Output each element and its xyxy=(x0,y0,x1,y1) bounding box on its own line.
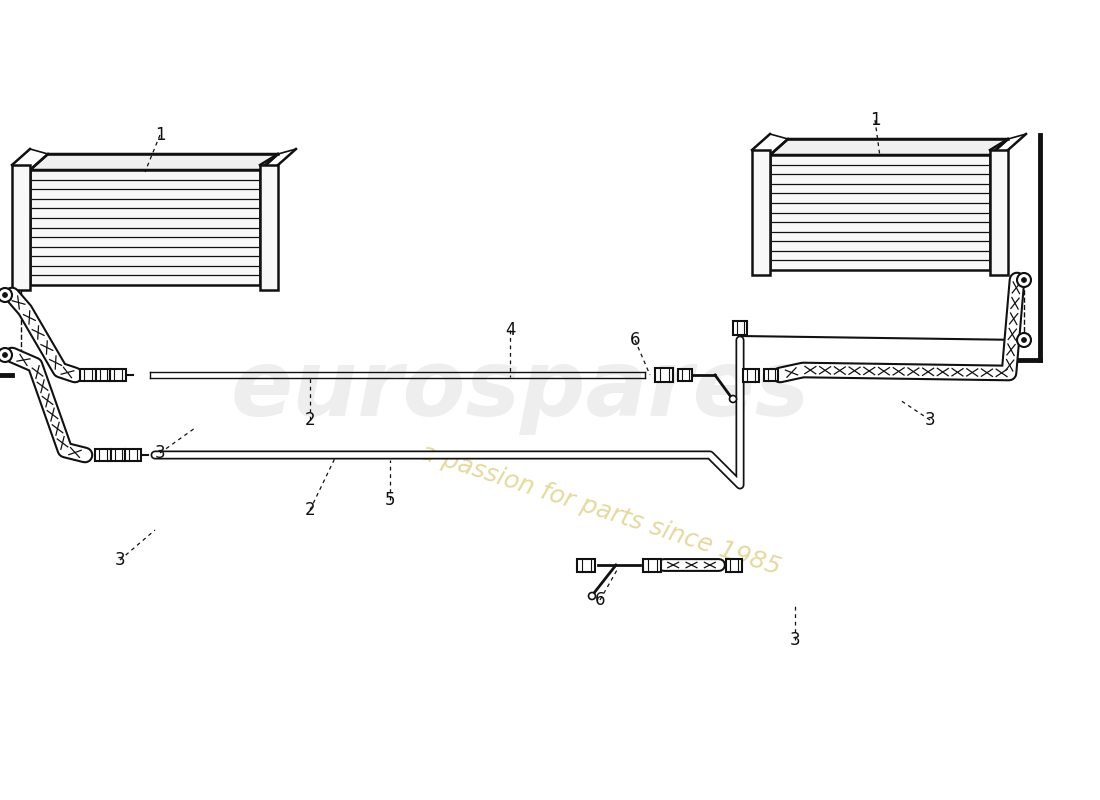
Text: 3: 3 xyxy=(790,631,801,649)
Bar xyxy=(30,170,260,285)
Bar xyxy=(678,369,692,381)
Text: a passion for parts since 1985: a passion for parts since 1985 xyxy=(417,440,783,580)
Text: 1: 1 xyxy=(155,126,165,144)
Circle shape xyxy=(588,593,595,599)
Text: 6: 6 xyxy=(595,591,605,609)
Bar xyxy=(742,369,759,382)
Text: 3: 3 xyxy=(114,551,125,569)
Bar xyxy=(654,368,673,382)
Bar xyxy=(764,369,778,381)
Polygon shape xyxy=(30,154,278,170)
Circle shape xyxy=(1022,338,1026,342)
Text: 1: 1 xyxy=(870,111,880,129)
Bar xyxy=(96,369,110,381)
Polygon shape xyxy=(770,139,1008,155)
Bar xyxy=(95,449,111,461)
Bar xyxy=(80,369,96,381)
Circle shape xyxy=(1018,273,1031,287)
Text: eurospares: eurospares xyxy=(230,345,810,435)
Bar xyxy=(752,150,770,275)
Text: 3: 3 xyxy=(155,444,165,462)
Bar xyxy=(770,155,990,270)
Bar xyxy=(990,150,1008,275)
Text: 2: 2 xyxy=(305,411,316,429)
Bar xyxy=(726,558,742,571)
Bar xyxy=(125,449,141,461)
Circle shape xyxy=(0,348,12,362)
Bar xyxy=(260,165,278,290)
Bar xyxy=(12,165,30,290)
Bar xyxy=(644,558,661,571)
Bar xyxy=(578,558,595,571)
Text: 3: 3 xyxy=(925,411,935,429)
Circle shape xyxy=(729,395,737,402)
Bar xyxy=(733,321,747,335)
Circle shape xyxy=(2,353,8,358)
Text: 2: 2 xyxy=(305,501,316,519)
Circle shape xyxy=(1022,278,1026,282)
Circle shape xyxy=(2,293,8,298)
Bar xyxy=(110,369,126,381)
Text: 6: 6 xyxy=(629,331,640,349)
Circle shape xyxy=(1018,333,1031,347)
Text: 4: 4 xyxy=(505,321,515,339)
Bar xyxy=(111,449,125,461)
Text: 5: 5 xyxy=(385,491,395,509)
Circle shape xyxy=(0,288,12,302)
